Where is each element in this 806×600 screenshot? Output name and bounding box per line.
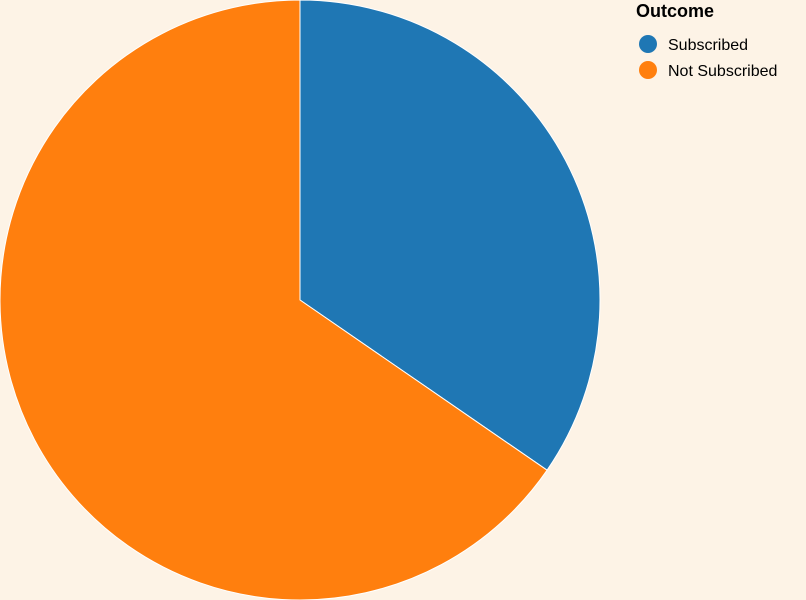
pie-slice-not-subscribed bbox=[0, 0, 548, 600]
pie-slice-subscribed bbox=[299, 0, 601, 471]
legend-label-not-subscribed: Not Subscribed bbox=[668, 63, 777, 80]
legend-swatch-not-subscribed bbox=[639, 61, 657, 79]
legend-label-subscribed: Subscribed bbox=[668, 37, 748, 54]
legend-title: Outcome bbox=[636, 1, 714, 21]
pie-slices bbox=[0, 0, 601, 600]
legend-items: Subscribed Not Subscribed bbox=[639, 35, 777, 80]
legend-swatch-subscribed bbox=[639, 35, 657, 53]
legend: Outcome Subscribed Not Subscribed bbox=[636, 1, 777, 80]
